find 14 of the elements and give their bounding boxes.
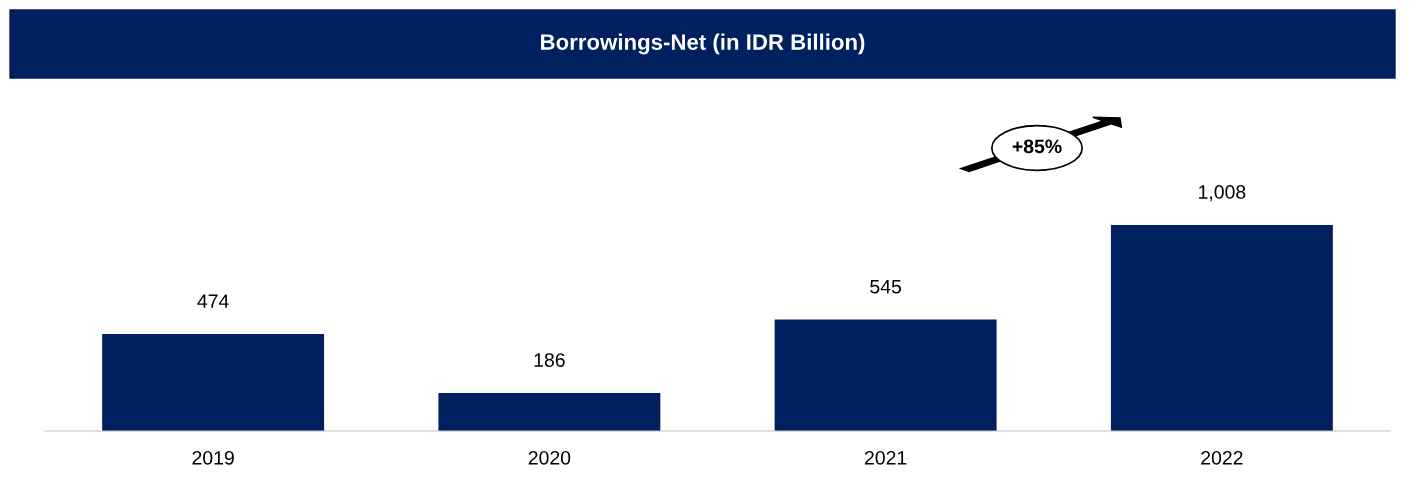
- bar: [774, 319, 997, 431]
- x-tick-label: 2019: [192, 450, 234, 465]
- data-label: 1,008: [1199, 185, 1246, 202]
- data-label: 545: [870, 279, 902, 294]
- chart-title: Borrowings-Net (in IDR Billion): [541, 33, 865, 55]
- bar: [1110, 224, 1333, 431]
- x-tick-label: 2022: [1201, 450, 1243, 465]
- data-label: 474: [197, 294, 229, 308]
- bar: [102, 334, 325, 431]
- bar: [438, 392, 661, 431]
- data-label: 186: [534, 353, 565, 367]
- text: +85%: [1012, 139, 1062, 154]
- x-tick-label: 2020: [528, 450, 571, 465]
- x-tick-label: 2021: [864, 450, 907, 465]
